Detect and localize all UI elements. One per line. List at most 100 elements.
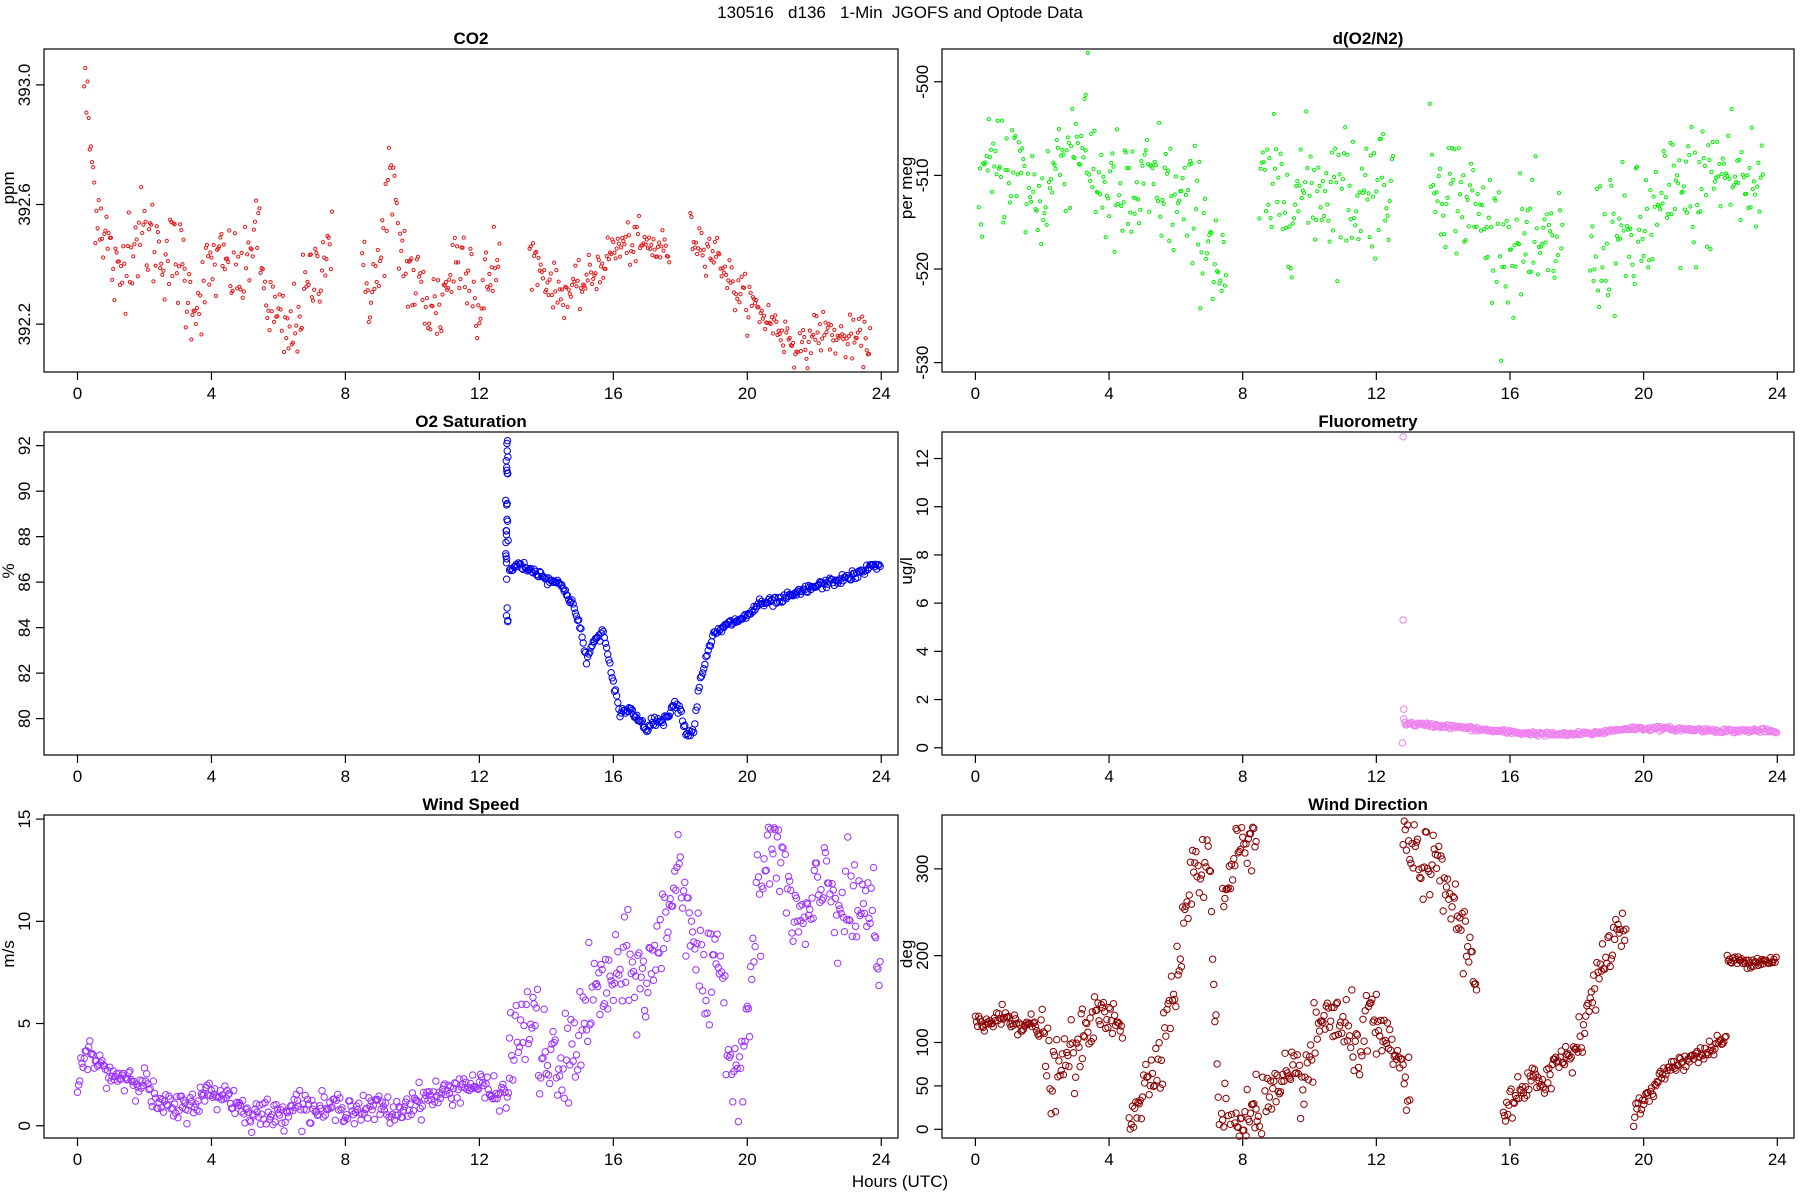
- do2n2-point: [993, 148, 998, 154]
- wdir-point: [1619, 927, 1628, 935]
- wspd-point: [638, 964, 647, 973]
- wspd-point: [230, 1086, 238, 1095]
- do2n2-point: [1329, 150, 1334, 155]
- co2-point: [209, 255, 214, 260]
- do2n2-point: [1463, 238, 1468, 243]
- wdir-point: [1188, 846, 1197, 855]
- wspd-point: [609, 996, 618, 1005]
- o2sat-point: [858, 566, 866, 575]
- wspd-point: [307, 1119, 315, 1127]
- co2-point: [776, 328, 781, 333]
- do2n2-point: [1209, 230, 1214, 235]
- co2-point: [703, 273, 709, 278]
- wdir-point: [996, 1014, 1004, 1023]
- wspd-point: [399, 1106, 408, 1114]
- co2-point: [93, 241, 98, 246]
- co2-point: [240, 295, 245, 300]
- do2n2-point: [1324, 171, 1329, 176]
- wspd-point: [449, 1084, 458, 1093]
- co2-point: [546, 292, 551, 298]
- wspd-point: [741, 1037, 749, 1046]
- do2n2-point: [1008, 194, 1014, 199]
- wspd-point: [570, 1019, 578, 1027]
- wspd-point: [835, 901, 843, 910]
- wdir-point: [1171, 995, 1179, 1004]
- wspd-point: [347, 1102, 355, 1110]
- do2n2-point: [1524, 219, 1529, 225]
- do2n2-point: [1124, 165, 1129, 171]
- wspd-point: [468, 1071, 477, 1079]
- wspd-point: [756, 952, 765, 960]
- do2n2-point: [1719, 172, 1724, 177]
- do2n2-point: [1366, 191, 1371, 196]
- co2-point: [386, 145, 392, 150]
- co2-point: [748, 290, 753, 295]
- wdir-point: [1457, 926, 1465, 934]
- wspd-point: [596, 1010, 604, 1019]
- co2-point: [811, 332, 816, 337]
- co2-point: [295, 349, 300, 354]
- wspd-point: [829, 886, 837, 894]
- do2n2-point: [1221, 239, 1226, 245]
- do2n2-point: [1025, 171, 1030, 176]
- wspd-point: [871, 934, 880, 942]
- o2sat-point: [693, 703, 701, 711]
- wdir-point: [1040, 1029, 1049, 1037]
- wdir-point: [1319, 1018, 1327, 1026]
- co2-point: [140, 230, 145, 236]
- wspd-point: [650, 941, 659, 949]
- do2n2-point: [1477, 202, 1483, 207]
- do2n2-point: [1596, 304, 1602, 310]
- do2n2-point: [1000, 118, 1005, 123]
- wspd-xtick-label: 12: [470, 1150, 489, 1169]
- co2-point: [181, 237, 186, 242]
- do2n2-point: [1261, 160, 1266, 165]
- wdir-point: [1197, 871, 1206, 879]
- co2-point: [790, 340, 796, 346]
- co2-point: [175, 300, 181, 305]
- do2n2-point: [1653, 169, 1658, 175]
- do2n2-point: [1382, 182, 1387, 188]
- do2n2-point: [1716, 174, 1721, 179]
- wspd-point: [170, 1100, 179, 1108]
- co2-point: [208, 250, 213, 255]
- o2sat-point: [681, 721, 689, 730]
- co2-xtick-label: 4: [207, 384, 216, 403]
- co2-point: [134, 237, 139, 242]
- o2sat-point: [504, 616, 512, 625]
- wdir-point: [1179, 919, 1188, 927]
- co2-point: [382, 273, 387, 279]
- wdir-ytick-label: 300: [913, 855, 932, 883]
- wspd-point: [86, 1037, 94, 1045]
- do2n2-point: [1321, 213, 1327, 219]
- wdir-point: [1472, 986, 1481, 994]
- co2-point: [838, 324, 844, 329]
- co2-point: [399, 248, 404, 254]
- wdir-point: [1077, 1009, 1085, 1018]
- co2-point: [221, 242, 226, 247]
- do2n2-point: [1191, 226, 1196, 231]
- co2-point: [431, 277, 436, 282]
- wspd-point: [213, 1105, 221, 1114]
- do2n2-point: [1509, 247, 1514, 252]
- wdir-point: [1373, 1017, 1382, 1026]
- co2-point: [496, 264, 501, 269]
- co2-point: [238, 287, 243, 292]
- co2-point: [102, 231, 107, 237]
- co2-point: [860, 314, 865, 319]
- wspd-point: [868, 906, 877, 915]
- wspd-point: [119, 1069, 127, 1078]
- wdir-point: [1246, 1109, 1255, 1117]
- wdir-point: [1289, 1061, 1297, 1069]
- wdir-point: [1195, 889, 1203, 897]
- wdir-point: [1313, 1035, 1322, 1043]
- do2n2-point: [1069, 144, 1074, 149]
- do2n2-point: [1135, 197, 1141, 202]
- wdir-ytick-label: 200: [913, 941, 932, 969]
- wdir-point: [1196, 875, 1205, 883]
- do2n2-point: [1589, 234, 1594, 239]
- do2n2-point: [1305, 166, 1310, 171]
- do2n2-point: [1521, 259, 1526, 264]
- wdir-point: [1235, 847, 1244, 856]
- co2-point: [112, 298, 117, 303]
